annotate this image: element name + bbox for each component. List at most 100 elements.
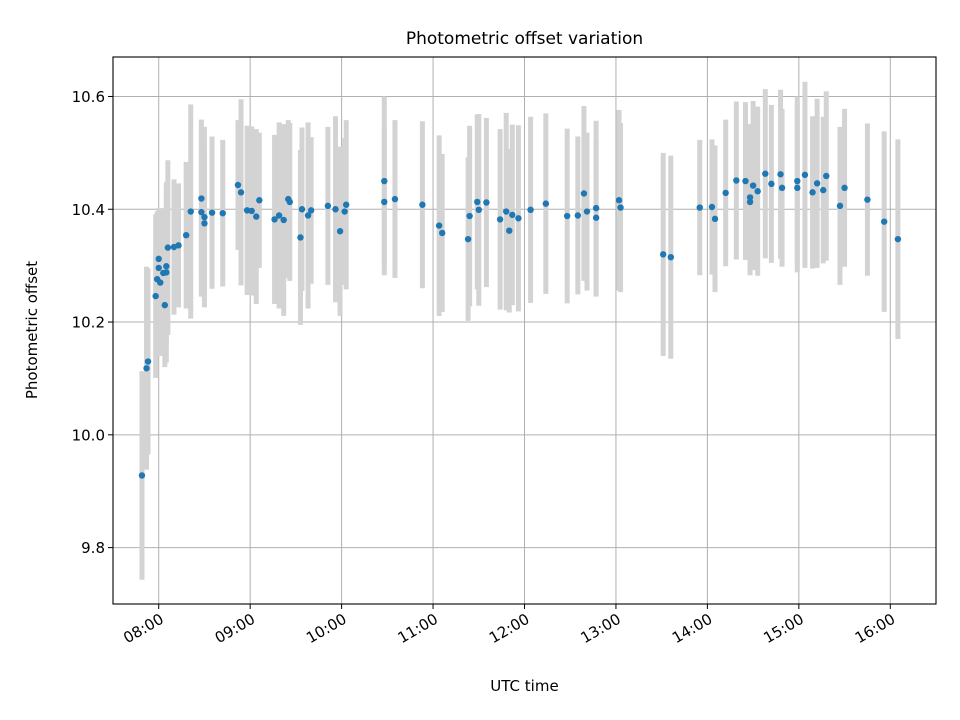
data-point <box>324 202 332 210</box>
data-point <box>801 171 809 179</box>
data-point <box>794 177 801 185</box>
data-point <box>592 214 600 221</box>
data-point <box>143 365 150 372</box>
data-point <box>762 170 769 177</box>
data-point <box>749 182 757 189</box>
data-point <box>506 227 513 234</box>
data-point <box>381 198 388 206</box>
data-point <box>542 200 550 207</box>
data-point <box>175 242 182 249</box>
data-point <box>496 216 504 223</box>
data-point <box>280 216 287 224</box>
data-point <box>580 190 588 197</box>
data-point <box>696 204 703 211</box>
data-point <box>182 231 190 239</box>
data-point <box>813 180 821 187</box>
data-point <box>659 251 667 258</box>
data-point <box>592 204 600 212</box>
data-point <box>275 212 283 219</box>
data-point <box>187 208 194 215</box>
data-point <box>286 198 293 206</box>
data-point <box>754 188 761 195</box>
data-point <box>198 195 205 202</box>
data-point <box>809 189 816 196</box>
data-point <box>152 292 159 300</box>
data-point <box>198 208 205 216</box>
data-point <box>483 199 490 206</box>
data-point <box>155 255 162 263</box>
data-point <box>794 184 801 192</box>
data-point <box>342 201 350 208</box>
data-point <box>256 197 263 204</box>
data-point <box>509 211 516 219</box>
data-point <box>583 208 591 215</box>
y-tick-label: 10.6 <box>72 88 105 106</box>
data-point <box>768 180 775 188</box>
y-tick-label: 10.0 <box>72 426 105 444</box>
data-point <box>297 234 304 241</box>
data-point <box>617 204 624 211</box>
data-point <box>667 253 675 261</box>
data-point <box>435 222 443 229</box>
data-point <box>742 177 749 185</box>
data-point <box>155 264 162 272</box>
data-point <box>391 195 399 203</box>
x-axis-label: UTC time <box>490 677 558 695</box>
data-point <box>475 206 482 214</box>
data-point <box>864 196 871 203</box>
data-point <box>836 202 844 210</box>
data-point <box>823 172 830 180</box>
data-point <box>419 201 426 208</box>
data-point <box>163 269 170 276</box>
data-point <box>157 279 164 286</box>
data-point <box>778 184 786 192</box>
data-point <box>820 186 827 194</box>
data-point <box>439 229 446 237</box>
y-axis-label: Photometric offset <box>23 261 41 399</box>
data-points <box>138 170 902 479</box>
data-point <box>248 207 255 215</box>
data-point <box>527 206 534 214</box>
data-point <box>138 472 146 479</box>
data-point <box>841 184 848 192</box>
data-point <box>746 194 754 201</box>
data-point <box>381 177 388 185</box>
data-point <box>777 171 784 178</box>
data-point <box>563 212 571 220</box>
data-point <box>304 212 312 219</box>
data-point <box>237 189 245 196</box>
data-point <box>201 213 208 221</box>
data-point <box>474 198 481 206</box>
data-point <box>336 228 344 235</box>
data-point <box>161 301 169 309</box>
data-point <box>298 206 306 213</box>
data-point <box>307 207 315 214</box>
y-tick-label: 10.4 <box>72 201 105 219</box>
data-point <box>722 189 729 197</box>
data-point <box>234 181 242 189</box>
data-point <box>271 216 278 223</box>
y-axis-ticks: 9.8 10.0 10.2 10.4 10.6 <box>72 88 113 557</box>
data-point <box>515 215 522 222</box>
data-point <box>746 198 754 206</box>
data-point <box>208 209 216 216</box>
data-point <box>708 203 716 211</box>
data-point <box>164 244 172 251</box>
data-point <box>880 218 888 225</box>
data-point <box>201 220 208 227</box>
data-point <box>163 263 170 270</box>
data-point <box>503 208 510 215</box>
chart-title: Photometric offset variation <box>406 29 643 49</box>
data-point <box>144 358 152 365</box>
y-tick-label: 9.8 <box>81 539 105 557</box>
data-point <box>615 197 623 204</box>
data-point <box>464 235 472 243</box>
data-point <box>253 213 260 220</box>
data-point <box>341 208 348 215</box>
data-point <box>219 210 226 217</box>
data-point <box>711 215 719 223</box>
data-point <box>574 212 582 219</box>
data-point <box>466 212 473 220</box>
data-point <box>894 235 902 243</box>
data-point <box>332 206 339 213</box>
